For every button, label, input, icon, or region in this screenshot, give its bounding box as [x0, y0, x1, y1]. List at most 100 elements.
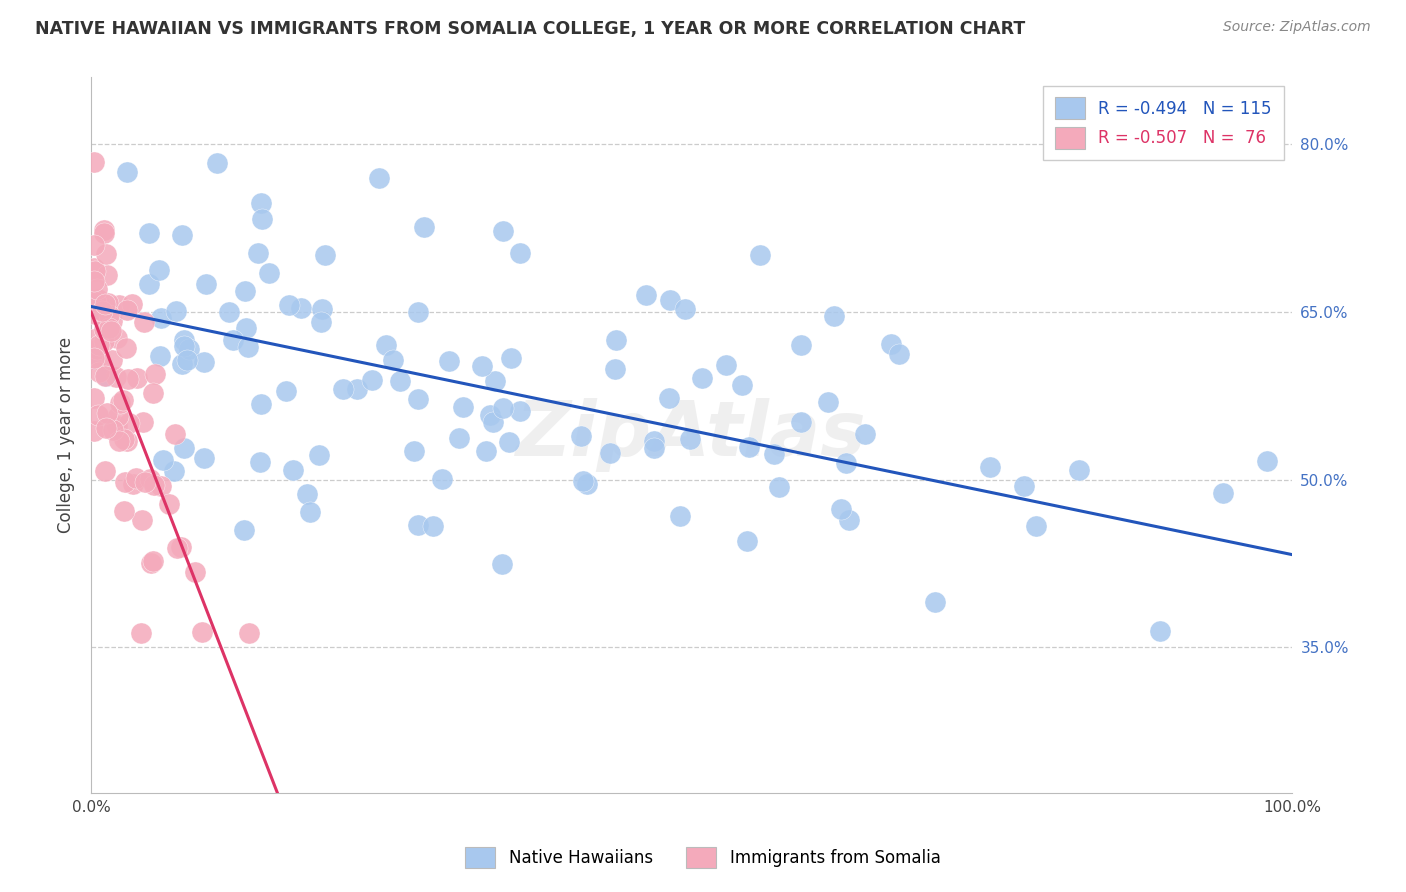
Point [94, 421, 117, 435]
Point [86, 408, 108, 422]
Point [121, 477, 143, 491]
Point [404, 443, 426, 458]
Legend: Native Hawaiians, Immigrants from Somalia: Native Hawaiians, Immigrants from Somali… [458, 840, 948, 875]
Point [889, 347, 911, 361]
Point [127, 370, 149, 384]
Point [83, 332, 105, 346]
Point [422, 519, 444, 533]
Point [735, 533, 758, 548]
Point [165, 426, 187, 441]
Point [139, 472, 162, 486]
Point [790, 337, 813, 351]
Point [125, 471, 148, 485]
Point [332, 383, 354, 397]
Text: NATIVE HAWAIIAN VS IMMIGRANTS FROM SOMALIA COLLEGE, 1 YEAR OR MORE CORRELATION C: NATIVE HAWAIIAN VS IMMIGRANTS FROM SOMAL… [35, 20, 1025, 37]
Point [93, 226, 115, 240]
Point [276, 384, 298, 398]
Point [97, 321, 120, 335]
Point [834, 457, 856, 471]
Point [176, 353, 198, 368]
Point [93, 322, 115, 336]
Point [105, 331, 128, 345]
Point [252, 212, 274, 227]
Point [179, 342, 201, 356]
Point [838, 512, 860, 526]
Point [643, 434, 665, 448]
Point [131, 415, 153, 429]
Point [236, 340, 259, 354]
Point [382, 352, 405, 367]
Point [173, 339, 195, 353]
Point [232, 523, 254, 537]
Point [148, 349, 170, 363]
Point [172, 358, 194, 372]
Point [107, 409, 129, 423]
Point [148, 263, 170, 277]
Point [193, 355, 215, 369]
Point [1256, 454, 1278, 468]
Point [1149, 624, 1171, 638]
Point [1025, 519, 1047, 533]
Point [87, 292, 110, 306]
Point [170, 540, 193, 554]
Point [762, 447, 785, 461]
Point [142, 386, 165, 401]
Point [94, 297, 117, 311]
Point [281, 463, 304, 477]
Point [599, 446, 621, 460]
Point [205, 155, 228, 169]
Point [690, 371, 713, 385]
Point [290, 301, 312, 315]
Point [823, 309, 845, 323]
Point [107, 434, 129, 448]
Point [257, 266, 280, 280]
Point [475, 444, 498, 458]
Point [134, 475, 156, 489]
Point [94, 302, 117, 317]
Point [94, 368, 117, 383]
Point [152, 452, 174, 467]
Point [748, 248, 770, 262]
Point [93, 334, 115, 348]
Point [86, 282, 108, 296]
Point [679, 432, 702, 446]
Point [117, 434, 139, 448]
Point [83, 237, 105, 252]
Point [96, 247, 118, 261]
Point [238, 625, 260, 640]
Point [669, 509, 692, 524]
Point [138, 226, 160, 240]
Point [90, 304, 112, 318]
Point [817, 395, 839, 409]
Point [83, 424, 105, 438]
Point [150, 479, 173, 493]
Point [361, 373, 384, 387]
Point [1012, 479, 1035, 493]
Point [83, 263, 105, 277]
Point [492, 401, 515, 416]
Point [150, 311, 173, 326]
Point [195, 277, 218, 291]
Point [143, 478, 166, 492]
Point [447, 431, 470, 445]
Point [89, 351, 111, 366]
Point [193, 450, 215, 465]
Point [105, 418, 128, 433]
Point [83, 274, 105, 288]
Point [170, 228, 193, 243]
Point [308, 448, 330, 462]
Point [173, 441, 195, 455]
Point [121, 297, 143, 311]
Point [98, 308, 121, 322]
Point [233, 284, 256, 298]
Y-axis label: College, 1 year or more: College, 1 year or more [58, 337, 75, 533]
Point [499, 351, 522, 366]
Point [118, 416, 141, 430]
Point [173, 333, 195, 347]
Point [218, 305, 240, 319]
Point [82, 352, 104, 367]
Point [658, 391, 681, 405]
Point [730, 377, 752, 392]
Point [605, 333, 627, 347]
Point [1212, 486, 1234, 500]
